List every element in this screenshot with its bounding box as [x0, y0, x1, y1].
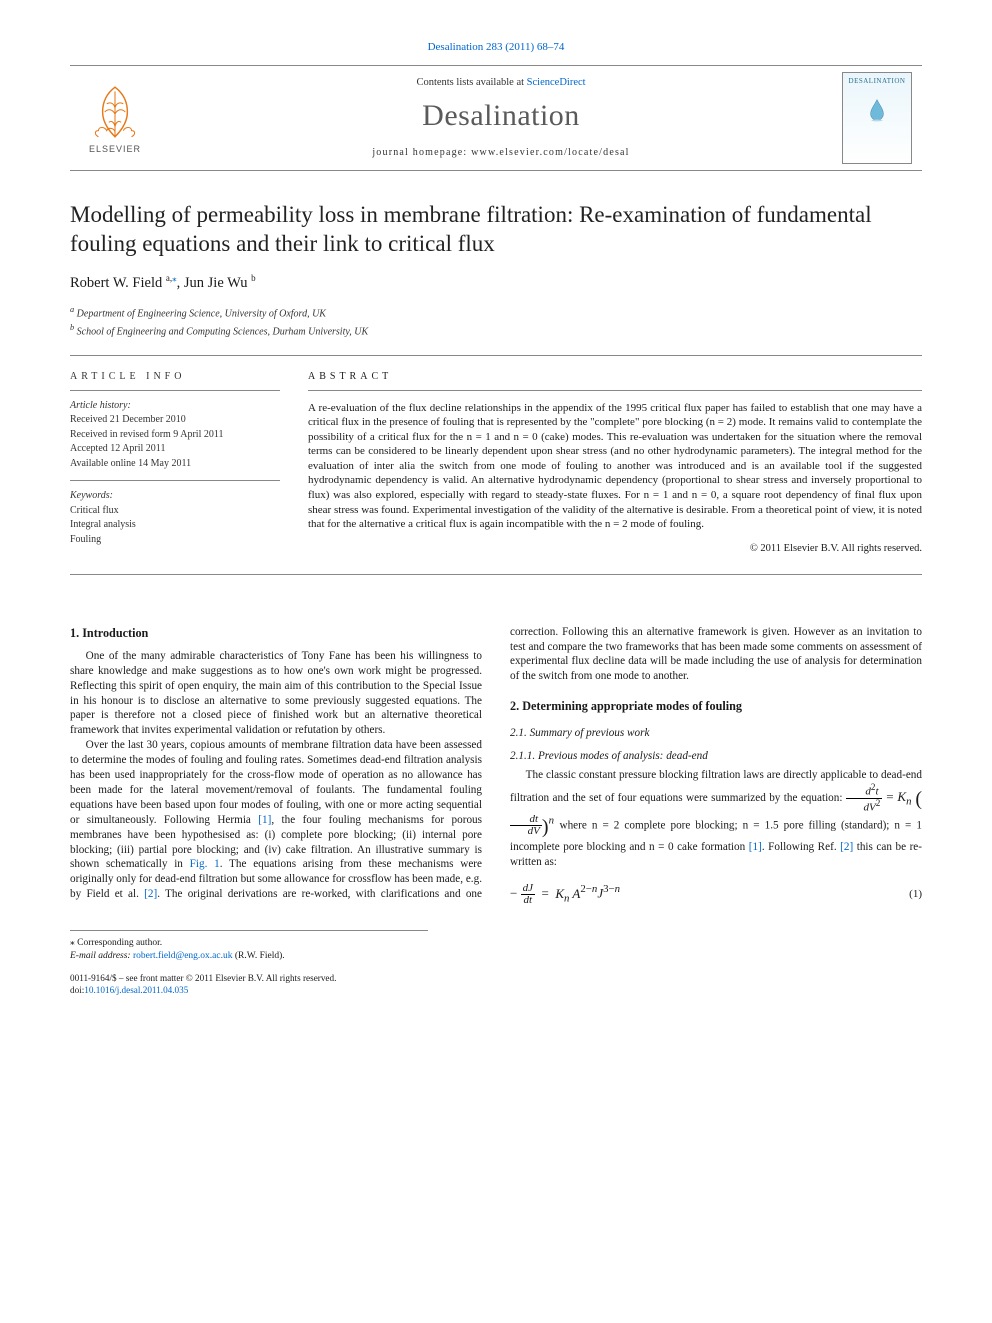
- equation-1-expr: − dJdt = Kn A2−nJ3−n: [510, 882, 620, 906]
- article-info-head: ARTICLE INFO: [70, 370, 280, 384]
- doi-link[interactable]: 10.1016/j.desal.2011.04.035: [84, 985, 188, 995]
- equation-1: − dJdt = Kn A2−nJ3−n (1): [510, 882, 922, 906]
- section-2-head: 2. Determining appropriate modes of foul…: [510, 698, 922, 714]
- equation-1-number: (1): [909, 887, 922, 902]
- email-tail: (R.W. Field).: [232, 951, 284, 961]
- front-matter-line: 0011-9164/$ – see front matter © 2011 El…: [70, 973, 922, 985]
- masthead-center: Contents lists available at ScienceDirec…: [160, 76, 842, 160]
- masthead: ELSEVIER Contents lists available at Sci…: [70, 65, 922, 171]
- hist-accepted: Accepted 12 April 2011: [70, 442, 280, 456]
- author-2-affil-sup: b: [251, 273, 256, 283]
- contents-pre: Contents lists available at: [416, 77, 526, 88]
- page-header-citation: Desalination 283 (2011) 68–74: [70, 40, 922, 55]
- section-2-1-head: 2.1. Summary of previous work: [510, 726, 922, 741]
- fig-1-link[interactable]: Fig. 1: [190, 858, 220, 870]
- abstract-head: ABSTRACT: [308, 370, 922, 384]
- section-1-p1: One of the many admirable characteristic…: [70, 649, 482, 738]
- doi-label: doi:: [70, 985, 84, 995]
- ref-1-link[interactable]: [1]: [258, 814, 271, 826]
- hist-received: Received 21 December 2010: [70, 413, 280, 427]
- article-title: Modelling of permeability loss in membra…: [70, 201, 922, 259]
- body-columns: 1. Introduction One of the many admirabl…: [70, 625, 922, 910]
- section-2-1-1-p1: The classic constant pressure blocking f…: [510, 768, 922, 870]
- author-list: Robert W. Field a,⁎, Jun Jie Wu b: [70, 272, 922, 293]
- corresponding-author-note: ⁎ Corresponding author.: [70, 937, 428, 950]
- affiliation-a: Department of Engineering Science, Unive…: [77, 308, 326, 319]
- journal-name: Desalination: [160, 96, 842, 137]
- ref-2-link-b[interactable]: [2]: [840, 841, 853, 853]
- footnotes: ⁎ Corresponding author. E-mail address: …: [70, 930, 428, 963]
- affiliation-b: School of Engineering and Computing Scie…: [77, 326, 368, 337]
- publisher-name: ELSEVIER: [89, 143, 141, 155]
- ref-1-link-b[interactable]: [1]: [749, 841, 762, 853]
- cover-thumbnail: DESALINATION: [842, 72, 922, 164]
- s211-c: . Following Ref.: [762, 841, 840, 853]
- publisher-logo-block: ELSEVIER: [70, 81, 160, 155]
- affiliations: a Department of Engineering Science, Uni…: [70, 304, 922, 340]
- contents-list-line: Contents lists available at ScienceDirec…: [160, 76, 842, 90]
- abstract-text: A re-evaluation of the flux decline rela…: [308, 401, 922, 532]
- author-sep: ,: [177, 275, 184, 291]
- author-2: Jun Jie Wu: [184, 275, 248, 291]
- footer-meta: 0011-9164/$ – see front matter © 2011 El…: [70, 973, 922, 997]
- ref-2-link[interactable]: [2]: [144, 888, 157, 900]
- history-head: Article history:: [70, 399, 280, 413]
- keywords-head: Keywords:: [70, 489, 280, 503]
- email-link[interactable]: robert.field@eng.ox.ac.uk: [133, 951, 233, 961]
- elsevier-tree-icon: [84, 81, 146, 143]
- keyword-1: Critical flux: [70, 504, 280, 518]
- water-drop-icon: [869, 98, 885, 122]
- email-label: E-mail address:: [70, 951, 133, 961]
- journal-homepage: journal homepage: www.elsevier.com/locat…: [160, 146, 842, 160]
- section-2-1-1-head: 2.1.1. Previous modes of analysis: dead-…: [510, 749, 922, 764]
- section-1-head: 1. Introduction: [70, 625, 482, 641]
- hist-online: Available online 14 May 2011: [70, 457, 280, 471]
- abstract-copyright: © 2011 Elsevier B.V. All rights reserved…: [308, 542, 922, 556]
- sciencedirect-link[interactable]: ScienceDirect: [527, 77, 586, 88]
- author-1: Robert W. Field: [70, 275, 162, 291]
- abstract-block: ABSTRACT A re-evaluation of the flux dec…: [308, 370, 922, 555]
- keyword-3: Fouling: [70, 533, 280, 547]
- citation-link[interactable]: Desalination 283 (2011) 68–74: [428, 41, 565, 53]
- hist-revised: Received in revised form 9 April 2011: [70, 428, 280, 442]
- article-meta-block: ARTICLE INFO Article history: Received 2…: [70, 355, 922, 574]
- article-info: ARTICLE INFO Article history: Received 2…: [70, 370, 280, 555]
- keyword-2: Integral analysis: [70, 518, 280, 532]
- cover-title: DESALINATION: [849, 77, 906, 86]
